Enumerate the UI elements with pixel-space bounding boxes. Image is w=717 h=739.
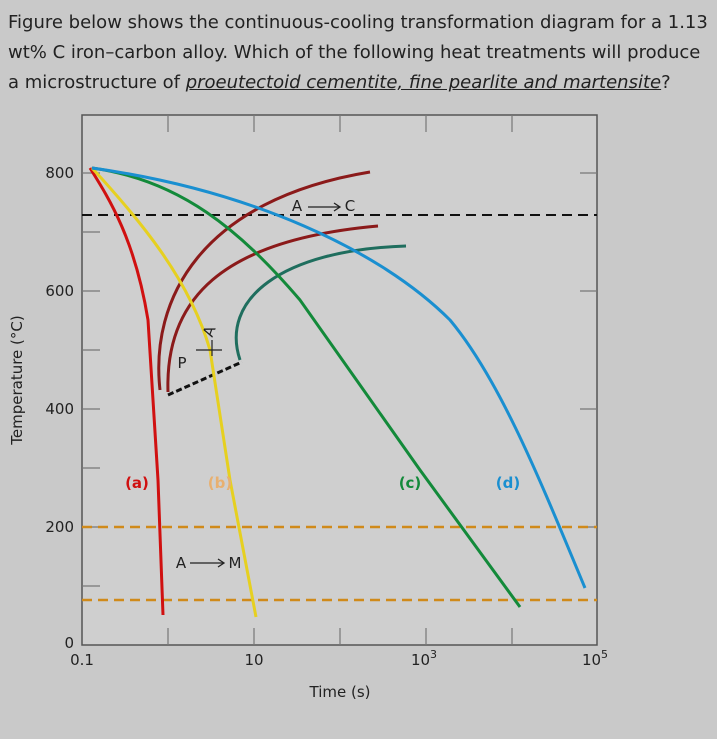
annotation: C (345, 197, 355, 215)
annotation: M (229, 554, 242, 572)
y-tick-label: 400 (45, 400, 74, 418)
y-tick-label: 600 (45, 282, 74, 300)
x-tick-label: 10 (244, 651, 263, 669)
question-text: Figure below shows the continuous-coolin… (8, 12, 708, 93)
curve-label: (a) (125, 474, 149, 492)
x-tick-label: 103 (411, 648, 437, 669)
x-tick-exp: 5 (601, 648, 608, 661)
annotation: A (292, 197, 303, 215)
x-tick-base: 10 (582, 651, 601, 669)
x-tick-label: 0.1 (70, 651, 94, 669)
y-axis-label: Temperature (°C) (8, 315, 26, 445)
y-tick-label: 800 (45, 164, 74, 182)
curve-label: (c) (399, 474, 422, 492)
x-tick-label: 105 (582, 648, 608, 669)
curve-label: (b) (208, 474, 232, 492)
curve-label: (d) (496, 474, 520, 492)
y-tick-label: 0 (64, 634, 74, 652)
question-end: ? (661, 72, 671, 93)
question: Figure below shows the continuous-coolin… (8, 8, 708, 98)
annotation: A (176, 554, 187, 572)
curves (88, 166, 587, 618)
ticks (82, 115, 597, 645)
question-underlined: proeutectoid cementite, fine pearlite an… (185, 72, 662, 93)
y-tick-label: 200 (45, 518, 74, 536)
annotation: P (177, 354, 186, 372)
x-axis-label: Time (s) (309, 683, 371, 701)
x-tick-base: 10 (411, 651, 430, 669)
x-tick-exp: 3 (430, 648, 437, 661)
